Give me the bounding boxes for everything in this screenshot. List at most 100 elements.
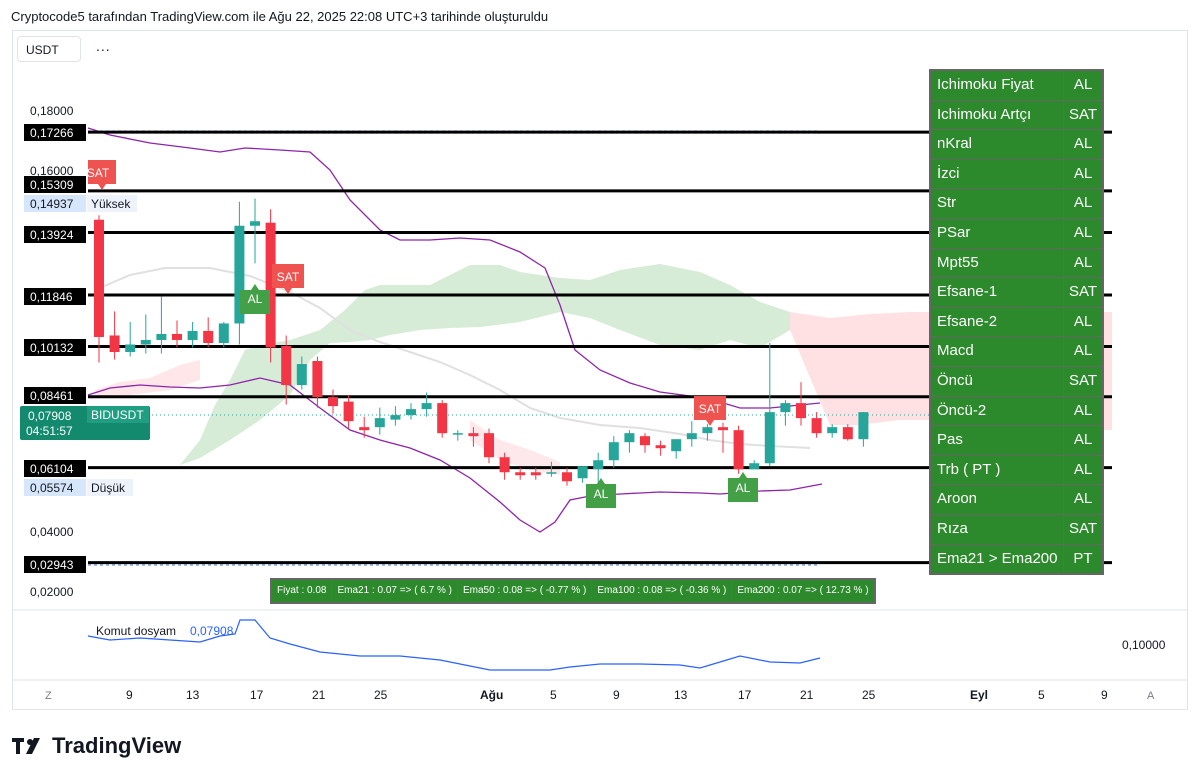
candle — [499, 452, 510, 480]
ema21-cell: Ema21 : 0.07 => ( 6.7 % ) — [332, 580, 458, 602]
candle-body — [499, 457, 510, 473]
more-options-button[interactable]: ... — [96, 38, 111, 54]
signal-table-row: İzci AL — [931, 159, 1102, 190]
candle — [749, 460, 760, 470]
time-tick: 21 — [800, 688, 814, 702]
symbol-selector[interactable]: USDT — [17, 36, 81, 62]
candle — [187, 321, 198, 348]
signal-table-row: Trb ( PT ) AL — [931, 455, 1102, 486]
candle — [390, 406, 401, 426]
candle — [234, 201, 245, 345]
kijun-lower-line — [87, 377, 823, 533]
candle — [484, 428, 494, 464]
signal-name: İzci — [931, 159, 1064, 189]
candle — [671, 439, 682, 459]
cloud-red-area-lower — [470, 420, 560, 475]
signal-table-row: Aroon AL — [931, 485, 1102, 515]
candle — [530, 467, 541, 480]
signal-marker-sat-3: SAT — [694, 396, 726, 426]
svg-text:Yüksek: Yüksek — [91, 197, 131, 211]
svg-text:0,14937: 0,14937 — [30, 197, 74, 211]
signal-marker-sat-1: SAT — [87, 160, 116, 190]
price-tick: 0,02000 — [30, 585, 74, 599]
candle — [780, 400, 791, 426]
signal-name: Trb ( PT ) — [931, 455, 1064, 485]
candle — [125, 321, 136, 357]
signal-name: Ema21 > Ema200 — [931, 544, 1064, 574]
svg-text:04:51:57: 04:51:57 — [26, 424, 73, 438]
time-tick: 21 — [312, 688, 326, 702]
candle — [109, 311, 120, 360]
level-label: 0,15309 — [30, 178, 74, 192]
candle-body — [655, 445, 666, 449]
candle — [515, 467, 526, 480]
candle — [577, 466, 588, 483]
candle — [640, 433, 650, 453]
candle-body — [265, 222, 276, 348]
signal-value: SAT — [1068, 519, 1098, 537]
signal-marker-text: SAT — [699, 402, 722, 416]
signal-table-row: Macd AL — [931, 337, 1102, 367]
time-tick: Eyl — [970, 688, 988, 702]
signal-table-row: Ichimoku Artçı SAT — [931, 100, 1102, 131]
candle-body — [702, 427, 713, 434]
time-axis-right-button[interactable]: A — [1147, 690, 1155, 702]
signal-table-row: Rıza SAT — [931, 514, 1102, 545]
candle-body — [686, 433, 697, 440]
candle-body — [281, 345, 292, 386]
candle-body — [421, 403, 432, 410]
candle-body — [125, 344, 136, 353]
candle — [842, 424, 853, 441]
price-tick: 0,04000 — [30, 525, 74, 539]
candle — [593, 452, 604, 483]
level-label: 0,02943 — [30, 558, 74, 572]
candle-body — [359, 427, 370, 431]
signal-value: AL — [1073, 76, 1093, 93]
candle-body — [780, 403, 791, 413]
candle-body — [406, 409, 416, 416]
signal-table-row: Pas AL — [931, 426, 1102, 456]
signal-name: Macd — [931, 337, 1064, 366]
cloud-green-area — [180, 264, 790, 465]
candle-body — [593, 460, 604, 470]
signal-name: Aroon — [931, 485, 1064, 514]
candle — [858, 412, 869, 447]
indicator-value: 0,07908 — [190, 624, 234, 638]
candle-body — [468, 433, 479, 437]
signal-name: Öncü-2 — [931, 396, 1064, 426]
time-tick: 5 — [1038, 688, 1045, 702]
candle-body — [764, 412, 775, 464]
candles — [94, 198, 869, 486]
ema-price-cell: Fiyat : 0.08 — [272, 580, 333, 602]
signal-name: Efsane-1 — [931, 278, 1064, 307]
cloud-red-area — [790, 312, 930, 425]
signal-marker-text: AL — [248, 292, 263, 306]
chart-frame — [12, 30, 1188, 710]
candle — [359, 416, 370, 438]
candle — [702, 424, 713, 441]
signal-value: AL — [1073, 460, 1093, 478]
time-axis-left-button[interactable]: Z — [45, 690, 52, 702]
candle-body — [343, 401, 354, 422]
signal-name: Ichimoku Fiyat — [931, 71, 1064, 100]
signal-marker-al-3: AL — [728, 472, 758, 502]
candle — [546, 461, 557, 477]
signal-marker-text: SAT — [277, 270, 300, 284]
ema-summary-bar: Fiyat : 0.08 Ema21 : 0.07 => ( 6.7 % ) E… — [270, 578, 876, 604]
candle — [250, 198, 260, 264]
candle-body — [328, 397, 338, 407]
tradingview-logo[interactable]: TradingView — [12, 733, 181, 759]
price-axis-gray: 0,18000 0,16000 0,04000 0,02000 — [30, 104, 74, 599]
signal-table-row: PSar AL — [931, 218, 1102, 249]
signal-value: AL — [1073, 135, 1093, 153]
candle-body — [437, 403, 448, 434]
candle-body — [452, 433, 463, 435]
candle-body — [842, 427, 853, 440]
candle-body — [640, 436, 650, 446]
svg-text:0,07908: 0,07908 — [28, 409, 72, 423]
signal-marker-text: AL — [736, 481, 751, 495]
time-tick: 9 — [1101, 688, 1108, 702]
candle-body — [374, 418, 385, 428]
candle-body — [733, 430, 744, 470]
candle — [218, 321, 229, 348]
